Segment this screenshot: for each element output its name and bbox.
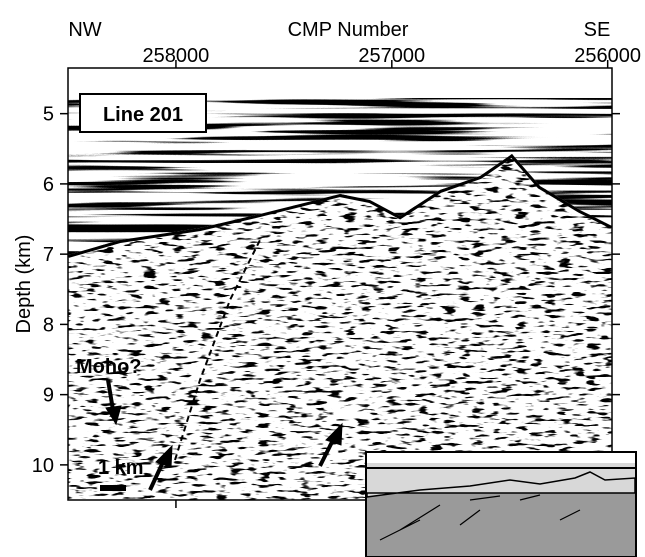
left-direction: NW <box>68 19 101 41</box>
right-direction: SE <box>584 19 611 41</box>
seismic-image <box>68 68 612 500</box>
scale-bar <box>100 485 126 491</box>
line-label-box <box>79 93 207 133</box>
plot-frame <box>67 67 613 501</box>
y-axis-title: Depth (km) <box>13 235 35 334</box>
x-axis-title: CMP Number <box>288 19 409 41</box>
scale-label: 1 km <box>98 457 144 479</box>
y-tick-label: 9 <box>43 385 54 407</box>
moho-label: Moho? <box>76 356 142 378</box>
x-tick-label: 257000 <box>358 45 425 67</box>
line-label: Line 201 <box>103 104 183 126</box>
x-tick-label: 258000 <box>143 45 210 67</box>
y-tick-label: 10 <box>32 455 54 477</box>
y-tick-label: 6 <box>43 174 54 196</box>
x-tick-label: 256000 <box>574 45 641 67</box>
y-tick-label: 7 <box>43 244 54 266</box>
arrows <box>105 379 343 491</box>
inset <box>365 451 637 557</box>
y-tick-label: 5 <box>43 104 54 126</box>
y-tick-label: 8 <box>43 314 54 336</box>
